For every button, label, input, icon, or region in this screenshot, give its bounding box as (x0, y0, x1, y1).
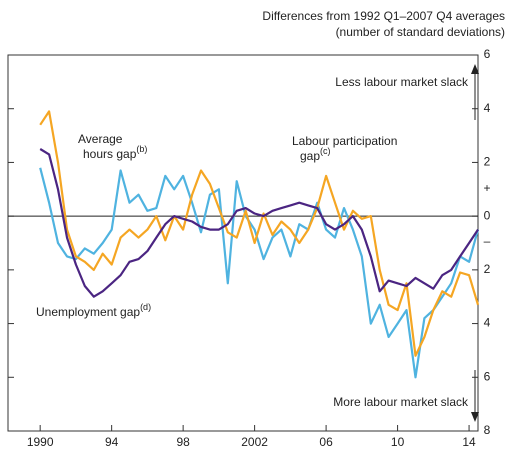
series-label-text: Unemployment gap (36, 305, 140, 319)
y-tick-label: 4 (484, 316, 491, 330)
y-tick-label: 2 (484, 262, 491, 276)
arrow-head (471, 412, 479, 422)
series-label: gap(c) (300, 146, 331, 163)
sign: – (484, 234, 491, 248)
annotation: Less labour market slack (335, 75, 469, 89)
x-tick-label: 2002 (241, 435, 268, 449)
x-tick-label: 1990 (27, 435, 54, 449)
y-tick-label: 4 (484, 101, 491, 115)
y-tick-label: 2 (484, 155, 491, 169)
axis-title: (number of standard deviations) (336, 25, 505, 39)
series-label-text: hours gap (83, 147, 137, 161)
y-tick-label: 0 (484, 208, 491, 222)
annotation: More labour market slack (333, 395, 469, 409)
series-label-text: Labour participation (292, 134, 397, 148)
x-tick-label: 98 (176, 435, 190, 449)
y-tick-label: 8 (484, 423, 491, 437)
series-label-text: gap (300, 149, 320, 163)
axis-title: Differences from 1992 Q1–2007 Q4 average… (262, 9, 505, 23)
x-tick-label: 06 (319, 435, 333, 449)
x-tick-label: 94 (105, 435, 119, 449)
series-label-note: (d) (140, 302, 151, 312)
sign: + (483, 181, 490, 195)
y-tick-label: 6 (484, 369, 491, 383)
series-line (39, 167, 480, 379)
series-label: Average (78, 132, 123, 146)
series-label-text: Average (78, 132, 123, 146)
y-tick-label: 6 (484, 47, 491, 61)
series-line (39, 148, 479, 298)
plot-frame (7, 54, 479, 432)
series-label: Unemployment gap(d) (36, 302, 151, 319)
series-label: hours gap(b) (83, 144, 147, 161)
series-label-note: (c) (320, 146, 331, 156)
series-label: Labour participation (292, 134, 397, 148)
arrow-head (471, 64, 479, 74)
x-tick-label: 14 (462, 435, 476, 449)
x-tick-label: 10 (391, 435, 405, 449)
series-line (39, 110, 480, 357)
series-label-note: (b) (136, 144, 147, 154)
